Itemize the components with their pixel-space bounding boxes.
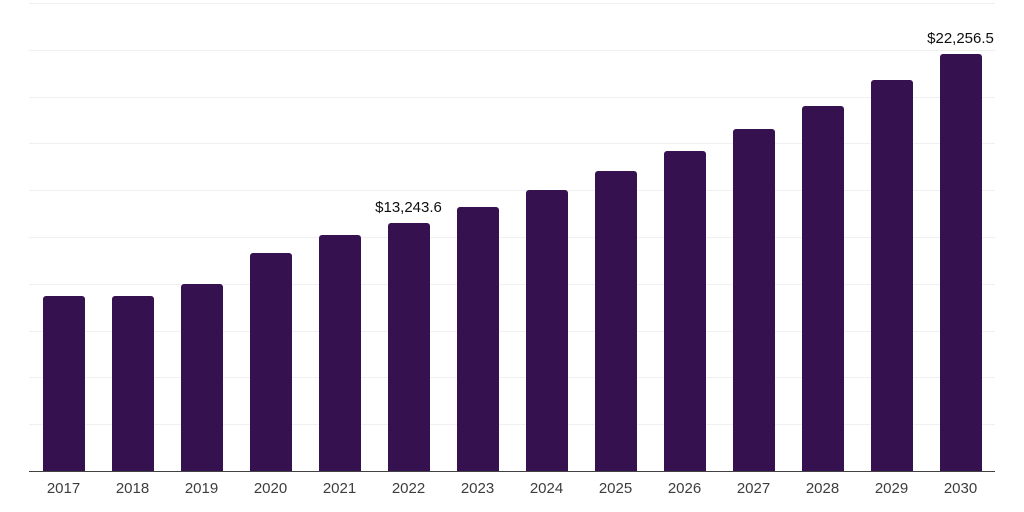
bar-slot: [29, 3, 98, 471]
x-axis-tick-label: 2026: [667, 480, 702, 497]
gridline: [29, 283, 995, 285]
gridline: [29, 424, 995, 426]
bar-2029[interactable]: [870, 79, 913, 471]
bar-slot: [857, 3, 926, 471]
bar-slot: [512, 3, 581, 471]
bar-slot: [305, 3, 374, 471]
bar-2025[interactable]: [594, 171, 637, 471]
x-axis-tick-label: 2022: [391, 480, 426, 497]
x-axis-tick-label: 2025: [598, 480, 633, 497]
bar-2020[interactable]: [249, 252, 292, 471]
x-axis-tick-label: 2027: [736, 480, 771, 497]
bar-slot: [650, 3, 719, 471]
bar-2019[interactable]: [180, 284, 223, 471]
x-axis-tick-label: 2030: [943, 480, 978, 497]
x-axis-tick-label: 2017: [46, 480, 81, 497]
x-axis-tick-label: 2028: [805, 480, 840, 497]
x-axis: 2017 2018 2019 2020 2021 2022 2023 2024 2025 2026…: [29, 478, 995, 499]
bar-2030[interactable]: [939, 54, 982, 471]
bar-slot: [443, 3, 512, 471]
bar-2018[interactable]: [111, 295, 154, 471]
bar-slot: $13,243.6: [374, 3, 443, 471]
x-axis-tick-label: 2020: [253, 480, 288, 497]
bar-2026[interactable]: [663, 151, 706, 471]
bar-slot: [236, 3, 305, 471]
bar-slot: [788, 3, 857, 471]
bar-2028[interactable]: [801, 106, 844, 471]
bars-container: $13,243.6 $22,256.5: [29, 3, 995, 471]
gridline: [29, 237, 995, 238]
gridline: [29, 377, 995, 379]
bar-2017[interactable]: [42, 296, 85, 471]
bar-2021[interactable]: [318, 235, 361, 471]
gridline: [29, 3, 995, 4]
gridline: [29, 330, 995, 332]
bar-slot: $22,256.5: [926, 3, 995, 471]
bar-value-label: $22,256.5: [927, 30, 994, 48]
gridline: [29, 143, 995, 145]
x-axis-tick-label: 2021: [322, 480, 357, 497]
bar-2022[interactable]: [387, 223, 430, 471]
bar-slot: [581, 3, 650, 471]
bar-slot: [98, 3, 167, 471]
bar-slot: [719, 3, 788, 471]
x-axis-tick-label: 2024: [529, 480, 564, 497]
x-axis-tick-label: 2023: [460, 480, 495, 497]
x-axis-tick-label: 2029: [874, 480, 909, 497]
x-axis-tick-label: 2018: [115, 480, 150, 497]
gridline: [29, 190, 995, 192]
gridline: [29, 49, 995, 51]
bar-2023[interactable]: [456, 207, 499, 471]
bar-slot: [167, 3, 236, 471]
bar-2027[interactable]: [732, 128, 775, 471]
x-axis-tick-label: 2019: [184, 480, 219, 497]
gridline: [29, 96, 995, 98]
bar-2024[interactable]: [525, 189, 568, 471]
bar-value-label: $13,243.6: [375, 199, 442, 217]
plot-area: $13,243.6 $22,256.5: [29, 3, 995, 472]
